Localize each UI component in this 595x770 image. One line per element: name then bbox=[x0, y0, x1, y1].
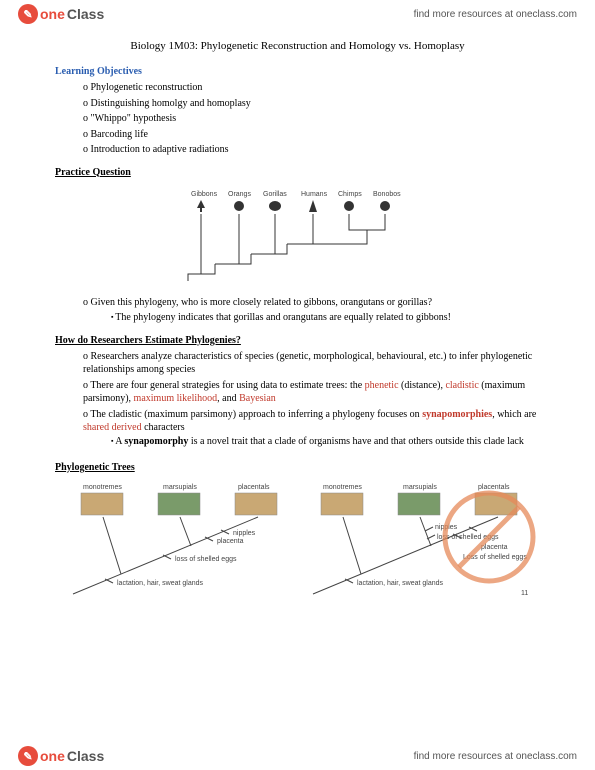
taxon-label: marsupials bbox=[403, 484, 437, 491]
term-phenetic: phenetic bbox=[365, 380, 399, 391]
practice-question-heading: Practice Question bbox=[55, 167, 540, 178]
taxon-label: Orangs bbox=[228, 191, 251, 198]
taxon-label: Chimps bbox=[338, 191, 362, 198]
learning-objectives-list: Phylogenetic reconstruction Distinguishi… bbox=[55, 81, 540, 157]
synapomorphy-def-list: A synapomorphy is a novel trait that a c… bbox=[83, 435, 540, 449]
list-item: The phylogeny indicates that gorillas an… bbox=[111, 311, 540, 325]
list-item: The cladistic (maximum parsimony) approa… bbox=[83, 408, 540, 449]
list-item: Distinguishing homolgy and homoplasy bbox=[83, 97, 540, 111]
text: , and bbox=[217, 393, 239, 404]
char-label: loss of shelled eggs bbox=[437, 534, 499, 541]
list-item: A synapomorphy is a novel trait that a c… bbox=[111, 435, 540, 449]
chimp-silhouette-icon bbox=[344, 201, 354, 211]
list-item: "Whippo" hypothesis bbox=[83, 112, 540, 126]
gibbon-silhouette-icon bbox=[197, 200, 205, 212]
char-label: nipples bbox=[233, 530, 256, 537]
list-item: Phylogenetic reconstruction bbox=[83, 81, 540, 95]
human-silhouette-icon bbox=[309, 200, 317, 212]
char-label: placenta bbox=[481, 544, 508, 551]
taxon-label: marsupials bbox=[163, 484, 197, 491]
text: , which are bbox=[492, 409, 536, 420]
marsupial-photo-icon bbox=[398, 493, 440, 515]
term-bayesian: Bayesian bbox=[239, 393, 276, 404]
monotreme-photo-icon bbox=[321, 493, 363, 515]
slide-number: 11 bbox=[521, 590, 528, 597]
pencil-icon: ✎ bbox=[18, 4, 38, 24]
brand-class: Class bbox=[67, 748, 104, 764]
taxon-label: placentals bbox=[238, 484, 270, 491]
page-footer: ✎ oneClass find more resources at onecla… bbox=[0, 742, 595, 770]
bonobo-silhouette-icon bbox=[380, 201, 390, 211]
estimate-heading: How do Researchers Estimate Phylogenies? bbox=[55, 335, 540, 346]
term-synapomorphy: synapomorphy bbox=[124, 436, 188, 447]
text: (distance), bbox=[399, 380, 446, 391]
header-resources-link[interactable]: find more resources at oneclass.com bbox=[414, 9, 577, 20]
brand-logo-footer[interactable]: ✎ oneClass bbox=[18, 746, 104, 766]
learning-objectives-heading: Learning Objectives bbox=[55, 66, 540, 77]
term-ml: maximum likelihood bbox=[134, 393, 218, 404]
list-item: Introduction to adaptive radiations bbox=[83, 143, 540, 157]
taxon-label: Gibbons bbox=[191, 191, 218, 198]
page-header: ✎ oneClass find more resources at onecla… bbox=[0, 0, 595, 28]
estimate-list: Researchers analyze characteristics of s… bbox=[55, 350, 540, 449]
placental-photo-icon bbox=[235, 493, 277, 515]
list-item: Researchers analyze characteristics of s… bbox=[83, 350, 540, 377]
taxon-label: Bonobos bbox=[373, 191, 401, 198]
mammal-tree-incorrect: monotremes marsupials placentals nipples… bbox=[303, 479, 533, 602]
marsupial-photo-icon bbox=[158, 493, 200, 515]
char-label: Loss of shelled eggs bbox=[463, 554, 527, 561]
page-title: Biology 1M03: Phylogenetic Reconstructio… bbox=[55, 40, 540, 52]
char-label: loss of shelled eggs bbox=[175, 556, 237, 563]
text: characters bbox=[142, 422, 185, 433]
list-item: Given this phylogeny, who is more closel… bbox=[83, 296, 540, 310]
monotreme-photo-icon bbox=[81, 493, 123, 515]
char-label: placenta bbox=[217, 538, 244, 545]
primate-phylogeny-figure: Gibbons Orangs Gorillas Humans Chimps Bo… bbox=[173, 186, 423, 286]
orang-silhouette-icon bbox=[234, 201, 244, 211]
text: There are four general strategies for us… bbox=[90, 380, 364, 391]
practice-answer-list: The phylogeny indicates that gorillas an… bbox=[55, 311, 540, 325]
brand-one: one bbox=[40, 748, 65, 764]
practice-question-list: Given this phylogeny, who is more closel… bbox=[55, 296, 540, 310]
pencil-icon: ✎ bbox=[18, 746, 38, 766]
char-label: lactation, hair, sweat glands bbox=[117, 580, 203, 587]
term-synapomorphies: synapomorphies bbox=[422, 409, 492, 420]
document-page: Biology 1M03: Phylogenetic Reconstructio… bbox=[0, 28, 595, 602]
brand-logo[interactable]: ✎ oneClass bbox=[18, 4, 104, 24]
mammal-trees-row: monotremes marsupials placentals nipples… bbox=[55, 479, 540, 602]
taxon-label: placentals bbox=[478, 484, 510, 491]
taxon-label: Gorillas bbox=[263, 191, 287, 198]
char-label: lactation, hair, sweat glands bbox=[357, 580, 443, 587]
phylo-trees-heading: Phylogenetic Trees bbox=[55, 462, 540, 473]
brand-class: Class bbox=[67, 6, 104, 22]
gorilla-silhouette-icon bbox=[269, 201, 281, 211]
term-cladistic: cladistic bbox=[445, 380, 478, 391]
placental-photo-icon bbox=[475, 493, 517, 515]
footer-resources-link[interactable]: find more resources at oneclass.com bbox=[414, 751, 577, 762]
mammal-tree-correct: monotremes marsupials placentals nipples… bbox=[63, 479, 293, 602]
text: The cladistic (maximum parsimony) approa… bbox=[90, 409, 422, 420]
taxon-label: monotremes bbox=[323, 484, 362, 491]
list-item: Barcoding life bbox=[83, 128, 540, 142]
term-shared-derived: shared derived bbox=[83, 422, 142, 433]
taxon-label: monotremes bbox=[83, 484, 122, 491]
text: is a novel trait that a clade of organis… bbox=[188, 436, 524, 447]
taxon-label: Humans bbox=[301, 191, 328, 198]
list-item: There are four general strategies for us… bbox=[83, 379, 540, 406]
char-label: nipples bbox=[435, 524, 458, 531]
brand-one: one bbox=[40, 6, 65, 22]
